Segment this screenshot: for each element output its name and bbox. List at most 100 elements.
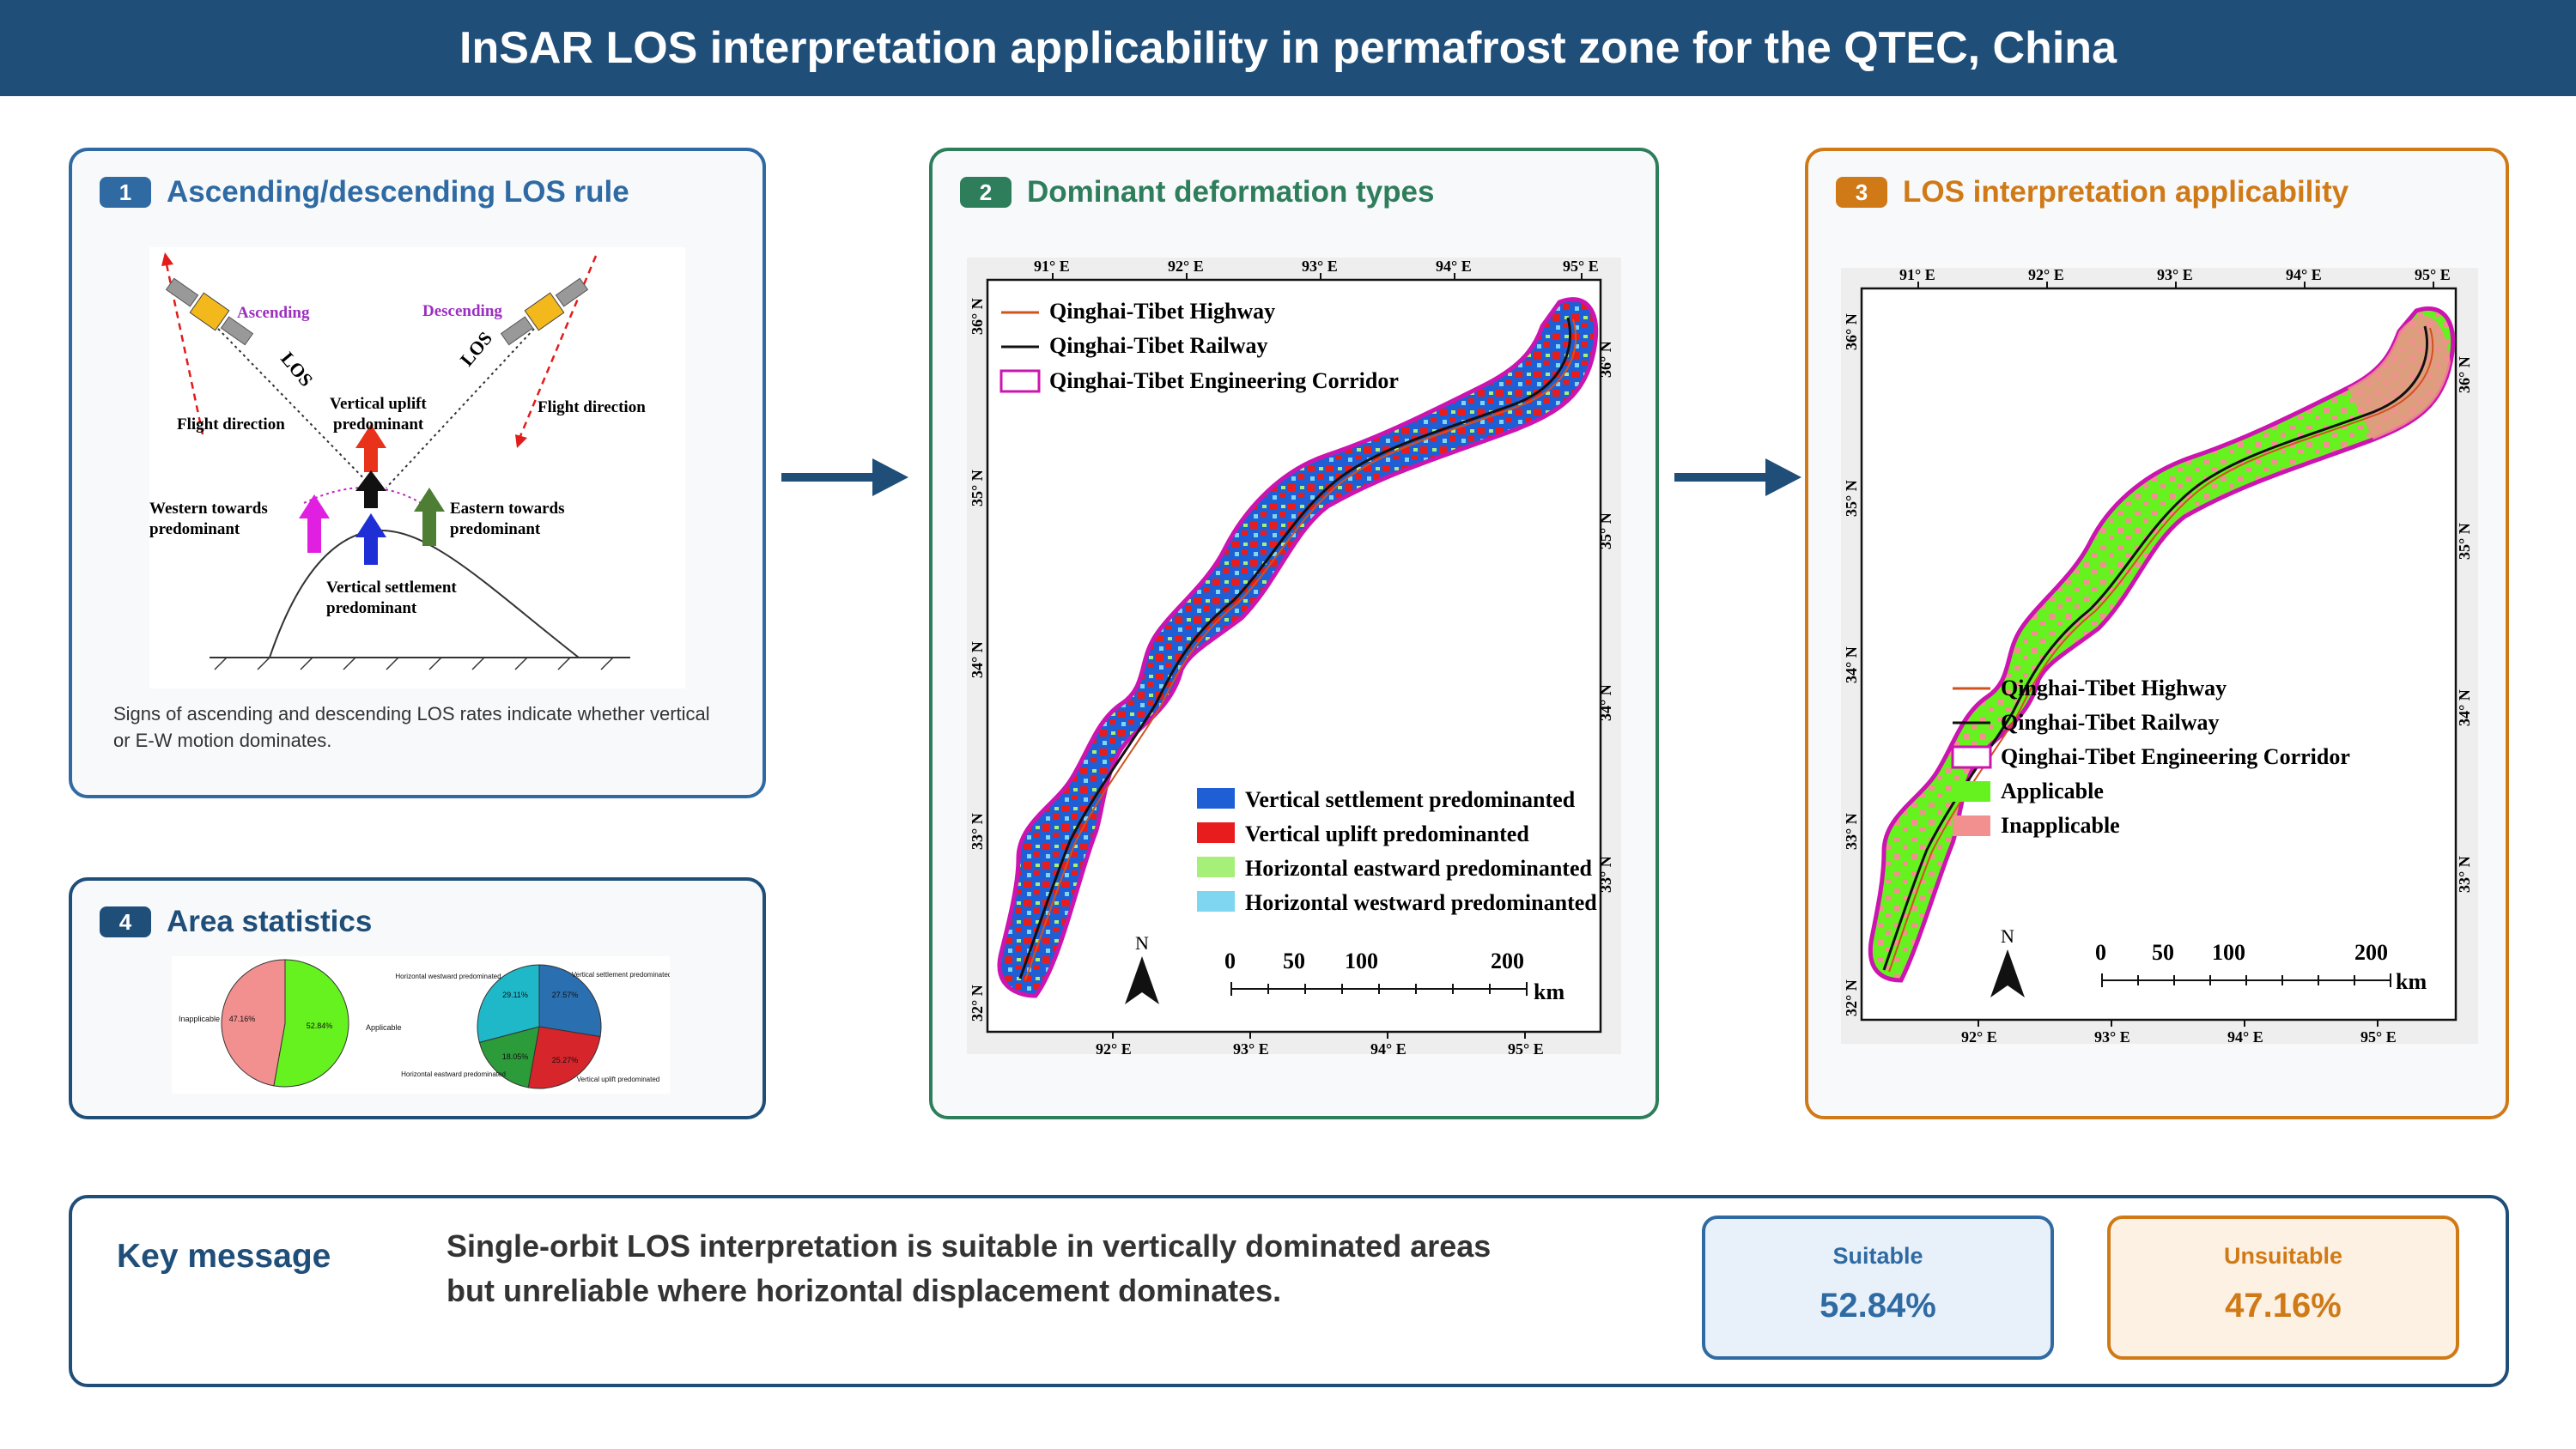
railway-line bbox=[1018, 317, 1571, 979]
right-lat-label: 33° N bbox=[1597, 856, 1614, 893]
left-lat-label: 33° N bbox=[969, 813, 986, 850]
eastward-legend-icon bbox=[1197, 857, 1235, 877]
descending-satellite-icon bbox=[500, 277, 589, 346]
key-message-line: Single-orbit LOS interpretation is suita… bbox=[447, 1228, 1492, 1264]
settlement-arrow-icon bbox=[355, 513, 386, 565]
left-lat-label: 32° N bbox=[969, 985, 986, 1022]
pie-slice-westward bbox=[477, 964, 540, 1043]
left-lat-label: 32° N bbox=[1843, 979, 1860, 1016]
panel-title: 4 Area statistics bbox=[100, 905, 372, 939]
panel-area-statistics: 4 Area statistics 52.84% 47.16% Applicable… bbox=[69, 877, 766, 1119]
panel-title: 1 Ascending/descending LOS rule bbox=[100, 175, 629, 209]
left-lat-label: 35° N bbox=[1843, 480, 1860, 517]
bottom-lon-label: 94° E bbox=[2227, 1028, 2263, 1044]
panel-number-badge: 2 bbox=[960, 177, 1012, 208]
top-lon-label: 94° E bbox=[1436, 258, 1472, 275]
eastern-arrow-icon bbox=[414, 488, 445, 546]
flow-arrow-icon bbox=[781, 458, 908, 496]
page-title: InSAR LOS interpretation applicability i… bbox=[0, 0, 2576, 96]
right-lat-label: 36° N bbox=[2456, 356, 2473, 393]
left-lat-label: 34° N bbox=[1843, 646, 1860, 683]
top-lon-label: 95° E bbox=[1563, 258, 1599, 275]
ascending-label: Ascending bbox=[237, 304, 310, 322]
bottom-lon-label: 93° E bbox=[2094, 1028, 2130, 1044]
applicable-legend-icon bbox=[1953, 781, 1990, 802]
western-label-1: Western towards bbox=[149, 500, 268, 518]
key-message-box: Key message Single-orbit LOS interpretat… bbox=[69, 1195, 2509, 1387]
bottom-lon-label: 95° E bbox=[1508, 1040, 1544, 1054]
north-arrow-icon bbox=[1990, 949, 2025, 997]
panel-title-text: LOS interpretation applicability bbox=[1903, 175, 2349, 209]
uplift-label-2: predominant bbox=[333, 415, 424, 433]
scale-tick-label: 200 bbox=[2354, 940, 2388, 965]
highway-line bbox=[1888, 327, 2434, 973]
unsuitable-label: Unsuitable bbox=[2223, 1243, 2343, 1269]
north-label: N bbox=[2001, 925, 2014, 947]
railway-legend-label: Qinghai-Tibet Railway bbox=[1049, 333, 1268, 358]
pie-slice-uplift bbox=[527, 1026, 601, 1089]
left-lat-label: 34° N bbox=[969, 641, 986, 678]
highway-line bbox=[1024, 318, 1577, 981]
scale-unit: km bbox=[1534, 979, 1564, 1004]
bottom-lon-label: 94° E bbox=[1370, 1040, 1406, 1054]
pie-category-label: Vertical uplift predominated bbox=[577, 1076, 660, 1083]
panel-applicability: 3 LOS interpretation applicability 91° E… bbox=[1805, 148, 2509, 1119]
pie-category-label: Horizontal westward predominated bbox=[395, 973, 501, 980]
left-lat-label: 33° N bbox=[1843, 813, 1860, 850]
pie-category-label: Inapplicable bbox=[179, 1015, 220, 1023]
panel-number-badge: 4 bbox=[100, 906, 151, 937]
deformation-map: 91° E 92° E 93° E 94° E 95° E 92° E 93° … bbox=[967, 258, 1621, 1054]
pie-slice-applicable bbox=[273, 959, 349, 1088]
bottom-lon-label: 92° E bbox=[1961, 1028, 1997, 1044]
flight-direction-left-label: Flight direction bbox=[177, 415, 285, 433]
westward-legend-label: Horizontal westward predominanted bbox=[1245, 890, 1597, 915]
applicable-legend-label: Applicable bbox=[2001, 779, 2104, 803]
westward-legend-icon bbox=[1197, 891, 1235, 912]
right-lat-label: 34° N bbox=[1597, 684, 1614, 721]
settlement-label-1: Vertical settlement bbox=[326, 579, 457, 597]
corridor-legend-label: Qinghai-Tibet Engineering Corridor bbox=[1049, 368, 1399, 393]
panel-los-rule: 1 Ascending/descending LOS rule bbox=[69, 148, 766, 798]
eastward-legend-label: Horizontal eastward predominanted bbox=[1245, 856, 1592, 881]
settlement-legend-icon bbox=[1197, 788, 1235, 809]
descending-label: Descending bbox=[422, 302, 502, 320]
panel-number-badge: 1 bbox=[100, 177, 151, 208]
right-lat-label: 34° N bbox=[2456, 689, 2473, 726]
corridor-legend-icon bbox=[999, 369, 1041, 393]
top-lon-label: 94° E bbox=[2286, 268, 2322, 283]
top-lon-label: 93° E bbox=[1302, 258, 1338, 275]
top-lon-label: 95° E bbox=[2415, 268, 2451, 283]
panel-number-badge: 3 bbox=[1836, 177, 1887, 208]
uplift-legend-icon bbox=[1197, 822, 1235, 843]
inapplicable-legend-icon bbox=[1953, 815, 1990, 836]
settlement-legend-label: Vertical settlement predominanted bbox=[1245, 787, 1576, 812]
inapplicable-legend-label: Inapplicable bbox=[2001, 813, 2120, 838]
los-rule-diagram: LOS LOS Ascending Descending Flight dire… bbox=[149, 247, 685, 688]
flight-direction-right bbox=[519, 255, 598, 437]
right-lat-label: 33° N bbox=[2456, 856, 2473, 893]
scale-tick-label: 50 bbox=[2152, 940, 2174, 965]
uplift-label-1: Vertical uplift bbox=[330, 395, 427, 413]
corridor-legend-icon bbox=[1951, 745, 1992, 769]
scale-bar bbox=[1230, 982, 1528, 996]
pie-category-label: Applicable bbox=[366, 1023, 402, 1032]
scale-tick-label: 0 bbox=[1224, 949, 1236, 973]
pie-pct-label: 25.27% bbox=[552, 1056, 579, 1064]
area-pie-charts: 52.84% 47.16% Applicable Inapplicable 27.57%… bbox=[172, 956, 670, 1094]
suitable-label: Suitable bbox=[1832, 1243, 1923, 1269]
eastern-label-1: Eastern towards bbox=[450, 500, 565, 518]
right-lat-label: 35° N bbox=[2456, 523, 2473, 560]
key-message-text: Single-orbit LOS interpretation is suita… bbox=[447, 1224, 1649, 1313]
western-label-2: predominant bbox=[149, 520, 240, 538]
pie-pct-label: 29.11% bbox=[502, 991, 528, 999]
left-lat-label: 36° N bbox=[1843, 313, 1860, 350]
suitable-stat-card: Suitable 52.84% bbox=[1702, 1216, 2054, 1360]
left-lat-label: 36° N bbox=[969, 298, 986, 335]
unsuitable-value: 47.16% bbox=[2225, 1287, 2342, 1325]
flow-arrow-icon bbox=[1674, 458, 1801, 496]
railway-legend-label: Qinghai-Tibet Railway bbox=[2001, 710, 2220, 735]
panel-title: 3 LOS interpretation applicability bbox=[1836, 175, 2348, 209]
pie-pct-label: 47.16% bbox=[229, 1015, 256, 1023]
top-lon-label: 92° E bbox=[1168, 258, 1204, 275]
unsuitable-stat-card: Unsuitable 47.16% bbox=[2107, 1216, 2459, 1360]
